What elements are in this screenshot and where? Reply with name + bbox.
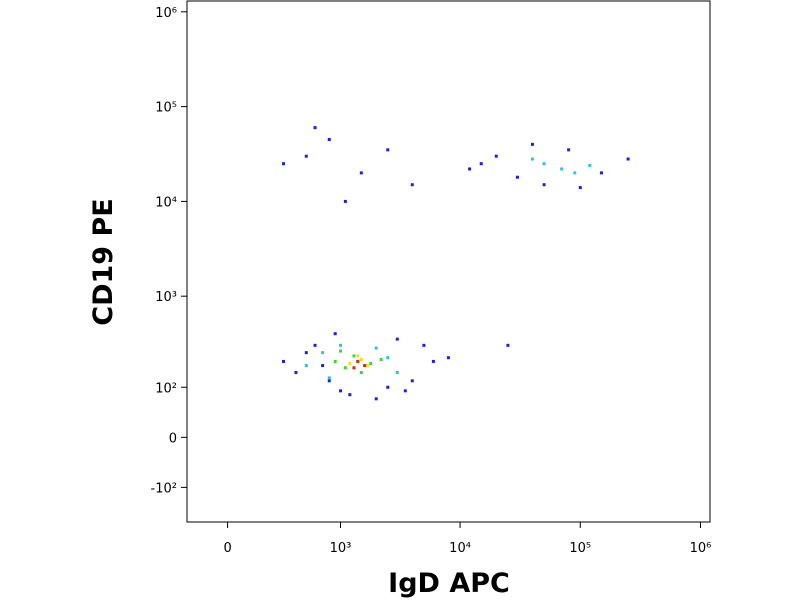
data-point <box>333 359 337 363</box>
y-tick-label: -10² <box>151 481 177 496</box>
data-point <box>410 379 414 383</box>
data-point <box>374 397 378 401</box>
data-point <box>369 361 373 365</box>
data-point <box>339 349 343 353</box>
y-axis-title: CD19 PE <box>88 198 119 325</box>
data-point <box>282 162 286 166</box>
data-point <box>339 389 343 393</box>
data-point <box>327 379 331 383</box>
data-point <box>567 148 571 152</box>
plot-frame <box>186 0 711 523</box>
data-point <box>573 171 577 175</box>
data-point <box>333 332 337 336</box>
data-point <box>356 359 360 363</box>
data-point <box>403 389 407 393</box>
data-point <box>542 183 546 187</box>
data-point <box>515 175 519 179</box>
x-tick-label: 0 <box>223 541 231 556</box>
data-point <box>422 343 426 347</box>
data-point <box>321 364 325 368</box>
data-point <box>468 167 472 171</box>
data-point <box>626 157 630 161</box>
data-point <box>542 162 546 166</box>
data-point <box>431 359 435 363</box>
data-point <box>327 376 331 380</box>
data-point <box>313 126 317 130</box>
data-point <box>506 343 510 347</box>
data-point <box>304 154 308 158</box>
data-point <box>359 371 363 375</box>
y-tick-label: 10² <box>155 381 177 396</box>
data-point <box>446 356 450 360</box>
data-point <box>294 371 298 375</box>
data-point <box>374 346 378 350</box>
data-point <box>530 157 534 161</box>
y-tick-label: 10³ <box>155 290 177 305</box>
data-point <box>386 385 390 389</box>
data-point <box>359 171 363 175</box>
x-axis-title: IgD APC <box>388 568 510 599</box>
data-point <box>304 364 308 368</box>
data-point <box>313 343 317 347</box>
data-point <box>363 364 367 368</box>
data-point <box>348 361 352 365</box>
data-point <box>304 351 308 355</box>
y-tick-label: 10⁵ <box>155 101 177 116</box>
data-point <box>479 162 483 166</box>
data-point <box>356 354 360 358</box>
data-point <box>359 358 363 362</box>
data-point <box>366 364 370 368</box>
x-tick-label: 10³ <box>330 541 352 556</box>
x-tick-label: 10⁵ <box>569 541 591 556</box>
data-point <box>386 148 390 152</box>
data-point <box>395 371 399 375</box>
data-point <box>339 343 343 347</box>
x-tick-label: 10⁴ <box>449 541 471 556</box>
data-point <box>352 354 356 358</box>
data-point <box>410 183 414 187</box>
y-tick-label: 0 <box>169 431 177 446</box>
data-point <box>343 199 347 203</box>
data-point <box>327 137 331 141</box>
data-point <box>386 356 390 360</box>
data-point <box>348 393 352 397</box>
y-tick-label: 10⁴ <box>155 195 177 210</box>
data-point <box>560 167 564 171</box>
data-point <box>343 366 347 370</box>
x-tick-label: 10⁶ <box>690 541 712 556</box>
data-point <box>588 163 592 167</box>
data-point <box>352 366 356 370</box>
data-point <box>321 351 325 355</box>
data-point <box>599 171 603 175</box>
data-point <box>282 359 286 363</box>
data-point <box>578 186 582 190</box>
y-tick-label: 10⁶ <box>155 6 177 21</box>
data-point <box>379 358 383 362</box>
data-point <box>530 142 534 146</box>
data-point <box>494 154 498 158</box>
data-point <box>395 337 399 341</box>
